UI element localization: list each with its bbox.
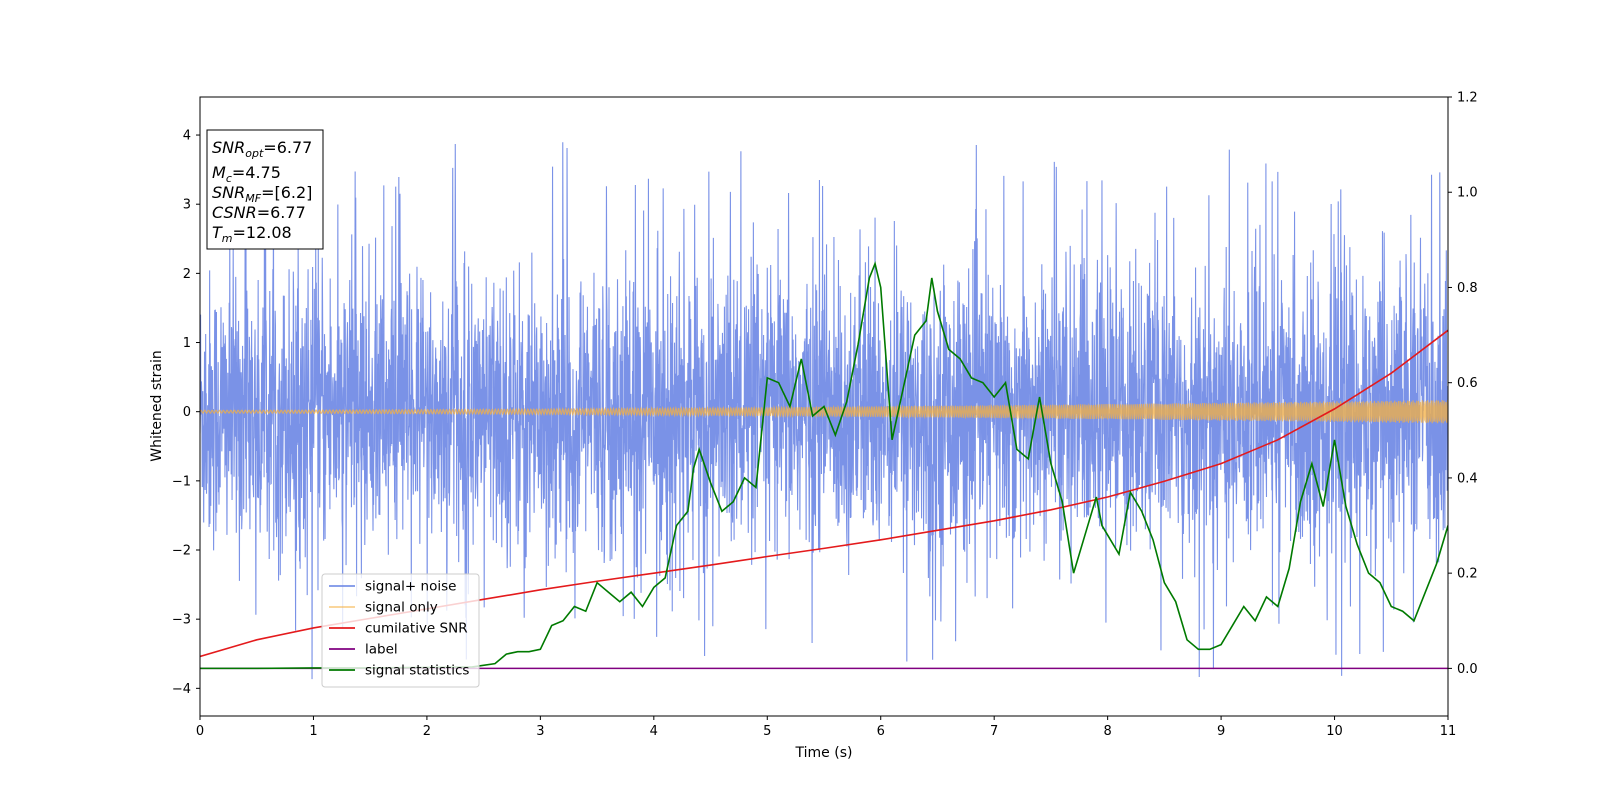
legend-label: signal+ noise (365, 579, 456, 595)
x-tick-label: 1 (309, 724, 317, 739)
y-axis-label: Whitened strain (149, 350, 165, 461)
y-tick-label: 1 (183, 336, 191, 351)
y2-tick-label: 1.0 (1457, 186, 1478, 201)
y2-tick-label: 0.2 (1457, 567, 1478, 582)
x-tick-label: 4 (650, 724, 658, 739)
legend-label: label (365, 642, 398, 658)
y-tick-label: 4 (183, 129, 191, 144)
y2-tick-label: 0.4 (1457, 471, 1478, 486)
x-tick-label: 3 (536, 724, 544, 739)
legend: signal+ noise signal only cumilative SNR la… (321, 573, 480, 688)
annotation-box: SNRopt=6.77 Mc=4.75SNRMF=[6.2]CSNR=6.77Tm… (206, 129, 324, 250)
annotation-box-frame (206, 129, 324, 250)
y2-tick-label: 0.8 (1457, 281, 1478, 296)
y-tick-label: 2 (183, 267, 191, 282)
y2-tick-label: 0.0 (1457, 662, 1478, 677)
series-signal-statistics-line (200, 261, 1448, 670)
x-tick-label: 0 (196, 724, 204, 739)
y-tick-label: 3 (183, 198, 191, 213)
annotation-line: SNRMF=[6.2] (212, 183, 312, 205)
x-tick-label: 8 (1103, 724, 1111, 739)
y2-tick-label: 1.2 (1457, 91, 1478, 106)
x-tick-label: 5 (763, 724, 771, 739)
x-axis-label: Time (s) (795, 745, 853, 761)
legend-label: cumilative SNR (365, 621, 468, 637)
annotation-line: Tm=12.08 (212, 223, 292, 245)
annotation-line: SNRopt=6.77 (212, 138, 312, 160)
x-tick-label: 7 (990, 724, 998, 739)
x-tick-label: 9 (1217, 724, 1225, 739)
series-signal-noise-line (200, 142, 1448, 680)
y-tick-label: −1 (172, 474, 191, 489)
annotation-line: CSNR=6.77 (212, 203, 306, 222)
x-tick-label: 2 (423, 724, 431, 739)
x-tick-label: 6 (877, 724, 885, 739)
plot-frame (199, 96, 1449, 717)
x-tick-label: 11 (1440, 724, 1457, 739)
y2-tick-label: 0.6 (1457, 376, 1478, 391)
y-tick-label: −3 (172, 613, 191, 628)
x-tick-label: 10 (1326, 724, 1343, 739)
annotation-line: Mc=4.75 (212, 163, 281, 185)
legend-label: signal only (365, 600, 438, 616)
y-tick-label: −2 (172, 544, 191, 559)
axes-layer: 0 1 2 3 4 5 6 7 8 9 10 11 −4 −3 −2 −1 0 1 2 3 4 0.0 0.2 0.4 0.6 0… (172, 91, 1478, 740)
legend-box (321, 573, 480, 688)
y-tick-label: −4 (172, 682, 191, 697)
y-tick-label: 0 (183, 405, 191, 420)
legend-label: signal statistics (365, 663, 469, 679)
